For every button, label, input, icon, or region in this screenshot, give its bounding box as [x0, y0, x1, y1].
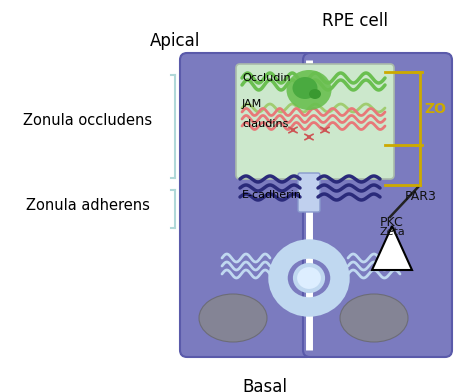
Text: JAM: JAM	[242, 99, 262, 109]
Text: E-cadherin: E-cadherin	[242, 190, 302, 200]
Text: RPE cell: RPE cell	[322, 12, 388, 30]
Text: Occludin: Occludin	[242, 73, 290, 83]
Ellipse shape	[287, 70, 331, 110]
FancyBboxPatch shape	[236, 64, 394, 179]
Text: PKC: PKC	[380, 216, 404, 229]
Ellipse shape	[292, 77, 318, 99]
FancyBboxPatch shape	[298, 173, 320, 212]
Ellipse shape	[199, 294, 267, 342]
FancyBboxPatch shape	[303, 53, 452, 357]
FancyBboxPatch shape	[180, 53, 314, 357]
Text: ZO: ZO	[424, 102, 446, 116]
Text: Zonula adherens: Zonula adherens	[26, 198, 150, 212]
Text: Basal: Basal	[243, 378, 288, 392]
Text: Zonula occludens: Zonula occludens	[24, 113, 153, 127]
Text: claudins: claudins	[242, 119, 289, 129]
Polygon shape	[372, 226, 412, 270]
Ellipse shape	[295, 265, 323, 291]
Text: Zeta: Zeta	[379, 227, 405, 237]
Ellipse shape	[340, 294, 408, 342]
Text: Apical: Apical	[150, 32, 200, 50]
Ellipse shape	[309, 89, 321, 99]
Text: PAR3: PAR3	[405, 190, 437, 203]
